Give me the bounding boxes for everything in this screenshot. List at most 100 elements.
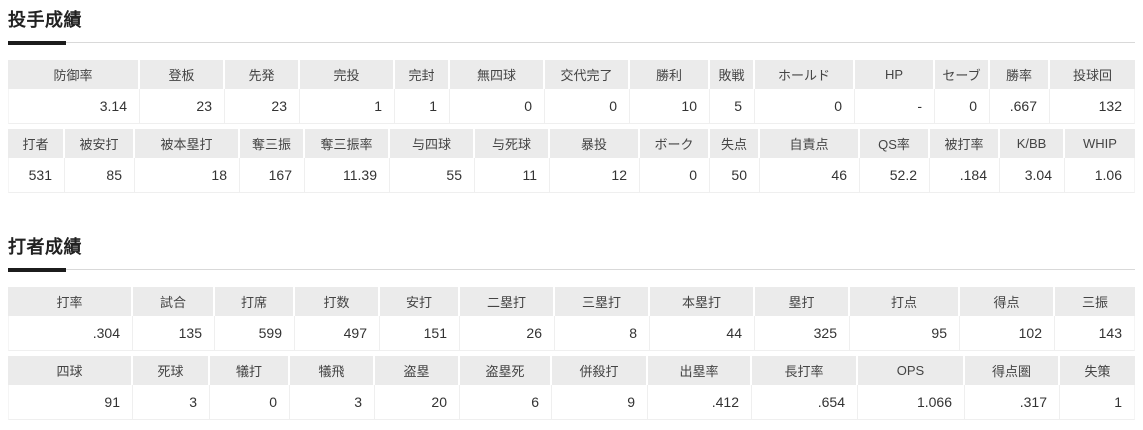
underline-black-accent — [8, 268, 66, 272]
stat-value: 52.2 — [860, 158, 930, 193]
column-header: 打者 — [8, 129, 65, 158]
stat-value: 55 — [390, 158, 475, 193]
value-row: 3.14 23 23 1 1 0 0 10 5 0-0.667 132 — [8, 89, 1135, 124]
column-header: OPS — [858, 356, 965, 385]
column-header: 被安打 — [65, 129, 135, 158]
column-header: ホールド — [755, 60, 855, 89]
column-header: 打数 — [295, 287, 380, 316]
stat-value: .667 — [990, 89, 1050, 124]
column-header: 自責点 — [760, 129, 860, 158]
column-header: 勝利 — [630, 60, 710, 89]
column-header: 奪三振率 — [305, 129, 390, 158]
stat-value: 23 — [225, 89, 300, 124]
column-header: 死球 — [133, 356, 210, 385]
stat-value: 11.39 — [305, 158, 390, 193]
batting-section-title: 打者成績 — [8, 237, 82, 257]
stat-value: 0 — [755, 89, 855, 124]
stat-value: .184 — [930, 158, 1000, 193]
stat-value: .304 — [8, 316, 133, 351]
underline-gray-line — [8, 269, 1135, 270]
batting-summary-table: 打率 試合 打席 打数 安打 二塁打 三塁打 本塁打 塁打 打点 得点 三振 .304 135 599 497… — [8, 287, 1135, 351]
pitching-detail-table: 打者 被安打 被本塁打 奪三振 奪三振率 与四球 与死球 暴投 ボーク 失点 自責点 QS率 被打率 K/… — [8, 129, 1135, 193]
underline-gray-line — [8, 42, 1135, 43]
column-header: 登板 — [140, 60, 225, 89]
column-header: 与四球 — [390, 129, 475, 158]
stat-value: 3 — [133, 385, 210, 420]
column-header: 暴投 — [550, 129, 640, 158]
column-header: 投球回 — [1050, 60, 1135, 89]
underline-black-accent — [8, 41, 66, 45]
stat-value: 46 — [760, 158, 860, 193]
stat-value: 23 — [140, 89, 225, 124]
column-header: 交代完了 — [545, 60, 630, 89]
batting-detail-table: 四球 死球 犠打 犠飛 盗塁 盗塁死 併殺打 出塁率 長打率 OPS 得点圏 失策 91 3 0 3 20 6 9.… — [8, 356, 1135, 420]
column-header: 与死球 — [475, 129, 550, 158]
column-header: 打席 — [215, 287, 295, 316]
title-underline — [8, 268, 1135, 272]
stat-value: 3.14 — [8, 89, 140, 124]
stat-value: - — [855, 89, 935, 124]
column-header: 打率 — [8, 287, 133, 316]
column-header: 試合 — [133, 287, 215, 316]
stat-value: .317 — [965, 385, 1060, 420]
column-header: 二塁打 — [460, 287, 555, 316]
column-header: 先発 — [225, 60, 300, 89]
stat-value: 5 — [710, 89, 755, 124]
header-row: 防御率 登板 先発 完投 完封 無四球 交代完了 勝利 敗戦 ホールド HP セーブ 勝率 投球回 — [8, 60, 1135, 89]
column-header: 長打率 — [752, 356, 858, 385]
stat-value: .412 — [648, 385, 752, 420]
column-header: QS率 — [860, 129, 930, 158]
column-header: 失点 — [710, 129, 760, 158]
pitching-stats-section: 投手成績 防御率 登板 先発 完投 完封 無四球 交代完了 勝利 敗戦 ホールド HP セーブ 勝率 投球… — [8, 8, 1135, 193]
stat-value: 143 — [1055, 316, 1135, 351]
value-row: 531 85 18 167 11.39 55 11 12 0 50 46 52.2.184 3.04 1.… — [8, 158, 1135, 193]
column-header: 三振 — [1055, 287, 1135, 316]
column-header: 完投 — [300, 60, 395, 89]
stat-value: 6 — [460, 385, 552, 420]
stat-value: .654 — [752, 385, 858, 420]
column-header: 被本塁打 — [135, 129, 240, 158]
column-header: ボーク — [640, 129, 710, 158]
stat-value: 0 — [640, 158, 710, 193]
header-row: 打率 試合 打席 打数 安打 二塁打 三塁打 本塁打 塁打 打点 得点 三振 — [8, 287, 1135, 316]
stat-value: 85 — [65, 158, 135, 193]
column-header: 完封 — [395, 60, 450, 89]
column-header: 安打 — [380, 287, 460, 316]
stat-value: 11 — [475, 158, 550, 193]
stat-value: 50 — [710, 158, 760, 193]
stat-value: 132 — [1050, 89, 1135, 124]
stat-value: 8 — [555, 316, 650, 351]
column-header: 犠打 — [210, 356, 290, 385]
stat-value: 3.04 — [1000, 158, 1065, 193]
column-header: 得点圏 — [965, 356, 1060, 385]
stat-value: 102 — [960, 316, 1055, 351]
stat-value: 151 — [380, 316, 460, 351]
column-header: 勝率 — [990, 60, 1050, 89]
column-header: WHIP — [1065, 129, 1135, 158]
column-header: 塁打 — [755, 287, 850, 316]
column-header: 無四球 — [450, 60, 545, 89]
column-header: 奪三振 — [240, 129, 305, 158]
column-header: K/BB — [1000, 129, 1065, 158]
stat-value: 599 — [215, 316, 295, 351]
column-header: 本塁打 — [650, 287, 755, 316]
column-header: 被打率 — [930, 129, 1000, 158]
column-header: HP — [855, 60, 935, 89]
stat-value: 1 — [300, 89, 395, 124]
stat-value: 0 — [545, 89, 630, 124]
pitching-section-title: 投手成績 — [8, 10, 82, 30]
stat-value: 325 — [755, 316, 850, 351]
title-underline — [8, 41, 1135, 45]
stat-value: 0 — [450, 89, 545, 124]
stat-value: 0 — [210, 385, 290, 420]
stat-value: 91 — [8, 385, 133, 420]
pitching-summary-table: 防御率 登板 先発 完投 完封 無四球 交代完了 勝利 敗戦 ホールド HP セーブ 勝率 投球回 3.14… — [8, 60, 1135, 124]
stat-value: 26 — [460, 316, 555, 351]
stat-value: 531 — [8, 158, 65, 193]
stat-value: 10 — [630, 89, 710, 124]
column-header: 敗戦 — [710, 60, 755, 89]
column-header: 盗塁 — [375, 356, 460, 385]
column-header: 失策 — [1060, 356, 1135, 385]
stat-value: 3 — [290, 385, 375, 420]
